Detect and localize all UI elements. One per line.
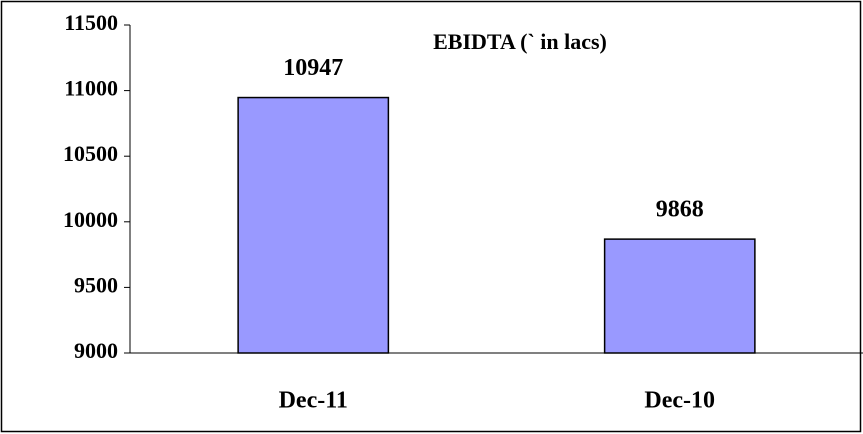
y-tick-label: 9500 — [74, 272, 118, 297]
chart-title: EBIDTA (` in lacs) — [433, 29, 607, 54]
value-label: 9868 — [656, 197, 704, 223]
value-label: 10947 — [283, 55, 343, 81]
y-tick-label: 10000 — [63, 207, 118, 232]
bar — [603, 238, 756, 354]
y-tick-label: 9000 — [74, 338, 118, 363]
x-tick-label: Dec-11 — [279, 388, 348, 414]
bar — [237, 96, 390, 354]
y-tick-label: 11000 — [64, 76, 118, 101]
x-tick-label: Dec-10 — [644, 388, 715, 414]
y-tick-label: 10500 — [63, 141, 118, 166]
y-tick-label: 11500 — [64, 10, 118, 35]
